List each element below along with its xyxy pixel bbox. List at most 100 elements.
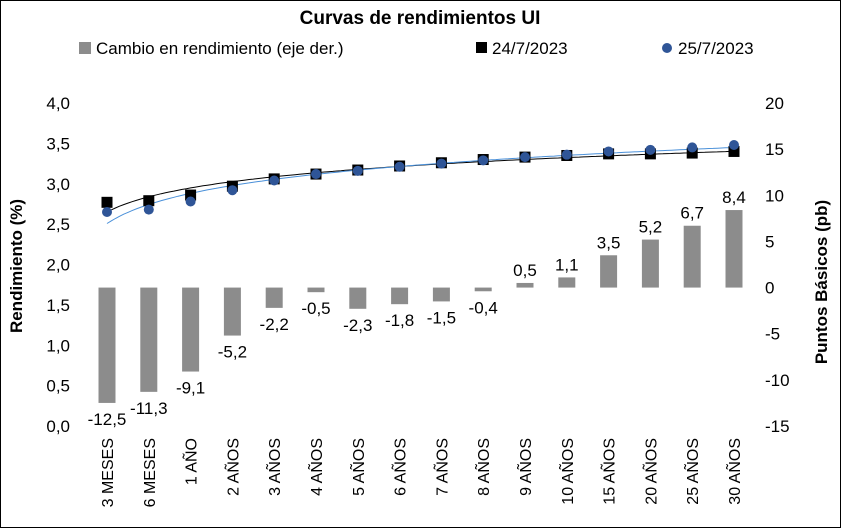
bar-13 [600,255,618,288]
bar-5 [265,287,283,308]
bar-1 [98,287,116,403]
bar-2 [140,287,158,392]
bar-6 [307,287,325,293]
x-tick-label: 15 AÑOS [599,438,619,505]
x-axis-tick-labels: 3 MESES 6 MESES 1 AÑO 2 AÑOS 3 AÑOS 4 AÑOS 5 A… [100,438,744,507]
y-right-tick-label: 20 [765,94,784,113]
point-25-7-2023-6 [311,169,321,180]
point-25-7-2023-11 [520,152,530,163]
point-25-7-2023-4 [227,185,238,196]
y-right-tick-label: 10 [765,186,784,205]
bar-label-4: -5,2 [218,343,247,362]
point-25-7-2023-2 [143,204,154,215]
y-right-tick-label: 5 [765,232,774,251]
point-25-7-2023-7 [352,165,363,176]
bar-label-15: 6,7 [680,204,704,223]
bar-label-6: -0,5 [301,299,330,318]
y-left-tick-label: 2,5 [46,215,70,234]
x-tick-label: 7 AÑOS [431,438,451,496]
y-right-tick-label: -15 [765,417,790,436]
point-25-7-2023-3 [185,196,196,207]
bar-label-12: 1,1 [555,255,579,274]
trendline-25-7-2023 [106,147,735,224]
x-tick-label: 6 AÑOS [390,438,410,496]
bar-4 [223,287,241,336]
bar-label-9: -1,5 [427,308,456,327]
point-25-7-2023-9 [436,158,447,169]
x-tick-label: 1 AÑO [181,438,201,485]
point-24-7-2023-2 [143,195,155,207]
bar-3 [182,287,200,372]
point-24-7-2023-3 [185,189,197,201]
bar-label-7: -2,3 [343,316,372,335]
y-left-tick-label: 1,0 [46,336,70,355]
point-25-7-2023-5 [269,175,280,186]
bar-label-2: -11,3 [130,399,168,418]
bar-16 [725,210,743,288]
x-tick-label: 8 AÑOS [473,438,493,496]
bar-9 [432,287,450,302]
legend-marker-25-7-2023 [662,43,672,53]
y-left-tick-label: 0,0 [46,417,70,436]
bar-label-1: -12,5 [88,410,127,429]
legend-label-25-7-2023: 25/7/2023 [678,39,754,58]
x-tick-label: 20 AÑOS [640,438,660,505]
bar-data-labels: -12,5-11,3 -9,1 -5,2 -2,2 -0,5 -2,3 -1,8 -1,5 -0… [88,188,746,429]
scatter-series [101,139,740,218]
y-right-tick-label: 0 [765,279,774,298]
bar-11 [516,282,534,288]
chart-title: Curvas de rendimientos UI [300,8,541,29]
y-right-tick-label: -10 [765,371,790,390]
point-24-7-2023-16 [728,145,740,157]
point-24-7-2023-1 [101,196,113,208]
x-tick-label: 3 MESES [100,438,117,507]
bar-label-16: 8,4 [722,188,746,207]
y-left-tick-label: 4,0 [46,94,70,113]
bar-label-10: -0,4 [469,298,498,317]
x-tick-label: 25 AÑOS [682,438,702,505]
bar-label-5: -2,2 [260,315,289,334]
point-25-7-2023-1 [102,207,112,218]
y-left-tick-label: 3,0 [46,175,70,194]
x-tick-label: 4 AÑOS [306,438,326,496]
y-left-tick-label: 1,5 [46,296,70,315]
y-right-tick-label: -5 [765,325,780,344]
bar-label-14: 5,2 [639,218,663,237]
bar-label-13: 3,5 [597,233,621,252]
point-25-7-2023-16 [729,139,739,150]
x-tick-label: 3 AÑOS [264,438,284,496]
bar-label-8: -1,8 [385,311,414,330]
bar-label-11: 0,5 [513,261,537,280]
point-24-7-2023-15 [686,147,698,159]
x-tick-label: 5 AÑOS [348,438,368,496]
point-25-7-2023-15 [687,142,698,153]
x-tick-label: 30 AÑOS [724,438,744,505]
y-axis-right-label: Puntos Básicos (pb) [812,200,831,364]
bar-label-3: -9,1 [176,379,205,398]
point-25-7-2023-13 [603,146,614,157]
point-25-7-2023-14 [645,144,656,155]
point-25-7-2023-8 [394,161,405,172]
legend: Cambio en rendimiento (eje der.) 24/7/20… [79,39,754,58]
bar-series [98,210,743,403]
x-tick-label: 9 AÑOS [515,438,535,496]
y-axis-left-ticks: 0,0 0,5 1,0 1,5 2,0 2,5 3,0 3,5 4,0 [46,94,70,436]
bar-7 [349,287,367,309]
y-axis-right-ticks: -15 -10 -5 0 5 10 15 20 [765,94,790,436]
x-tick-label: 2 AÑOS [222,438,242,496]
point-25-7-2023-10 [478,155,489,166]
bar-14 [641,239,659,288]
point-25-7-2023-12 [561,149,572,160]
bar-12 [558,277,576,288]
legend-marker-24-7-2023 [476,42,487,53]
y-left-tick-label: 3,5 [46,134,70,153]
bar-8 [391,287,409,305]
legend-swatch-bars [79,42,91,54]
trendlines [106,147,735,224]
y-left-tick-label: 0,5 [46,377,70,396]
legend-label-24-7-2023: 24/7/2023 [492,39,568,58]
bar-15 [683,225,701,288]
y-axis-left-label: Rendimiento (%) [7,199,26,333]
